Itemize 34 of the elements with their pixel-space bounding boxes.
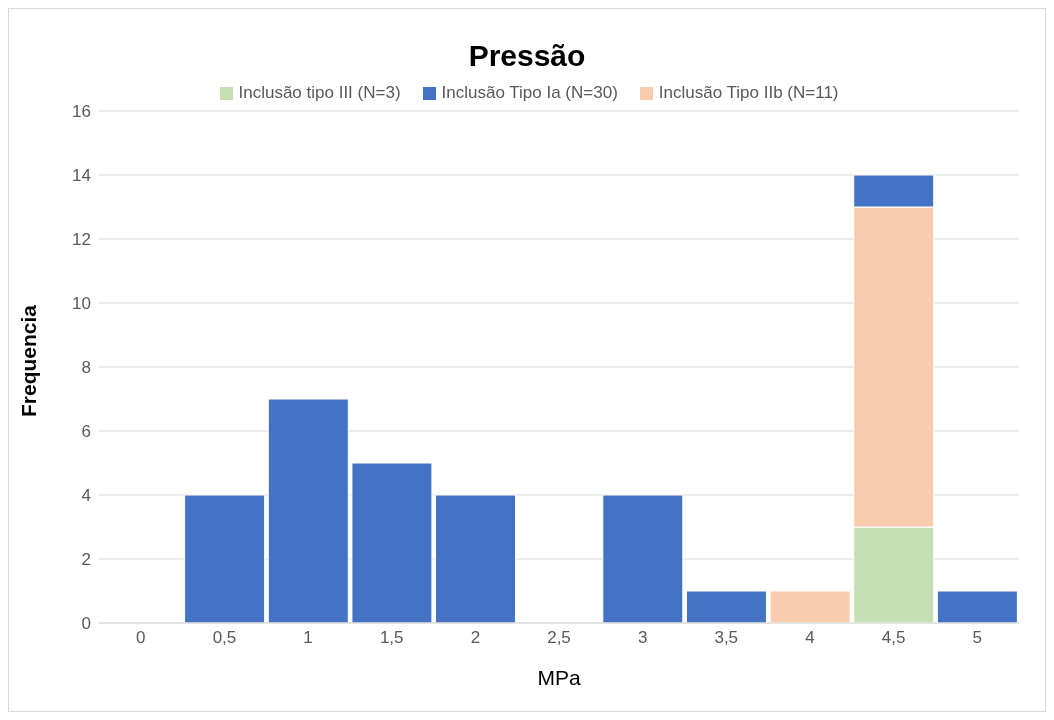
legend-label: Inclusão Tipo Ia (N=30) xyxy=(440,83,618,103)
chart-title: Pressão xyxy=(467,38,587,73)
x-tick-label: 3,5 xyxy=(714,628,739,648)
bar xyxy=(769,590,851,623)
legend-label: Inclusão tipo III (N=3) xyxy=(237,83,401,103)
bar xyxy=(435,494,517,623)
x-tick-label: 2,5 xyxy=(547,628,571,648)
y-tick-label: 10 xyxy=(72,294,91,314)
legend-label: Inclusão Tipo IIb (N=11) xyxy=(657,83,839,103)
y-tick-label: 0 xyxy=(81,614,91,634)
y-tick-label: 12 xyxy=(72,230,91,250)
x-tick-label: 3 xyxy=(637,628,648,648)
bar xyxy=(685,590,767,623)
bar xyxy=(936,590,1018,623)
x-tick-label: 1,5 xyxy=(379,628,404,648)
y-tick-label: 16 xyxy=(72,102,91,122)
x-tick-label: 0,5 xyxy=(212,628,237,648)
y-tick-label: 6 xyxy=(81,422,91,442)
y-tick-label: 2 xyxy=(81,550,91,570)
y-tick-label: 4 xyxy=(81,486,91,506)
bar xyxy=(184,494,266,623)
bar xyxy=(351,462,433,623)
x-tick-label: 5 xyxy=(972,628,982,648)
x-tick-label: 4,5 xyxy=(881,628,906,648)
bar xyxy=(602,494,684,623)
y-tick-label: 14 xyxy=(72,166,91,186)
x-tick-label: 4 xyxy=(805,628,815,648)
y-tick-label: 8 xyxy=(81,358,91,378)
x-tick-label: 0 xyxy=(136,628,146,648)
x-tick-label: 2 xyxy=(470,628,481,648)
y-axis-title: Frequencia xyxy=(17,304,41,417)
x-axis-title: MPa xyxy=(537,666,581,689)
x-tick-label: 1 xyxy=(303,628,313,648)
bar xyxy=(267,398,349,623)
